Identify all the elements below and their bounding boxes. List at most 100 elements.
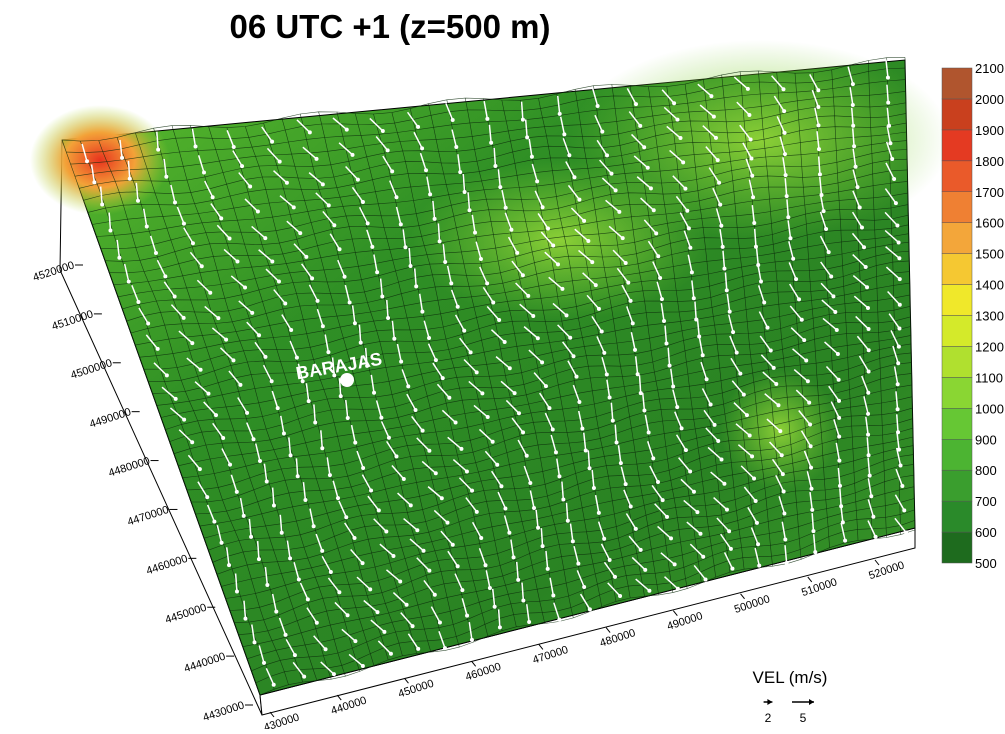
wind-arrow: [395, 206, 402, 225]
wind-arrow-head: [503, 205, 508, 210]
wind-arrow: [254, 341, 267, 358]
wind-arrow-head: [499, 484, 504, 489]
wind-arrow: [221, 448, 231, 465]
wind-arrow-head: [275, 406, 280, 411]
wind-arrow: [432, 200, 436, 219]
wind-arrow-head: [526, 293, 531, 298]
wind-arrow: [894, 494, 905, 511]
wind-arrow: [493, 147, 497, 166]
wind-arrow: [789, 283, 800, 300]
wind-arrow-head: [310, 276, 315, 281]
wind-arrow: [447, 550, 459, 567]
wind-arrow: [418, 293, 424, 312]
wind-arrow-head: [610, 418, 615, 423]
wind-arrow-head: [479, 536, 484, 541]
wind-arrow-head: [560, 286, 565, 291]
wind-arrow: [674, 411, 683, 429]
wind-arrow-head: [320, 548, 325, 553]
wind-arrow-head: [487, 585, 492, 590]
wind-arrow: [178, 429, 193, 443]
wind-arrow: [364, 347, 368, 366]
wind-arrow-head: [853, 164, 858, 169]
wind-arrow: [865, 416, 869, 435]
wind-arrow: [666, 125, 681, 139]
wind-arrow: [739, 124, 752, 140]
wind-arrow: [822, 317, 838, 331]
wind-arrow-head: [335, 496, 340, 501]
wind-arrow-head: [365, 363, 370, 368]
wind-arrow-head: [382, 629, 387, 634]
wind-arrow: [142, 208, 148, 227]
wind-arrow-head: [686, 226, 691, 231]
wind-arrow: [757, 263, 762, 282]
wind-arrow: [556, 458, 561, 477]
wind-arrow-head: [738, 371, 743, 376]
wind-arrow: [279, 514, 283, 533]
legend-label: 2: [765, 711, 772, 725]
wind-arrow-head: [612, 574, 617, 579]
wind-arrow-head: [502, 339, 507, 344]
wind-arrow-head: [292, 653, 297, 658]
wind-arrow-head: [455, 564, 460, 569]
colorbar-bin: [941, 284, 973, 316]
wind-arrow: [764, 393, 779, 406]
wind-arrow-head: [219, 216, 224, 221]
wind-arrow-head: [440, 376, 445, 381]
wind-arrow-head: [279, 530, 284, 535]
wind-arrow-head: [288, 556, 293, 561]
wind-arrow: [271, 390, 279, 409]
wind-arrow-head: [659, 297, 664, 302]
wind-arrow: [630, 332, 636, 350]
wind-arrow: [651, 485, 664, 501]
wind-arrow: [852, 190, 861, 208]
wind-arrow-head: [520, 273, 525, 278]
wind-arrow: [351, 186, 364, 203]
wind-arrow: [683, 230, 692, 249]
wind-arrow: [679, 212, 690, 229]
y-tick-label: 4480000: [107, 455, 151, 480]
wind-arrow-head: [808, 444, 813, 449]
wind-arrow: [689, 543, 704, 558]
wind-arrow-head: [298, 231, 303, 236]
wind-arrow: [324, 334, 330, 353]
wind-arrow-head: [664, 341, 669, 346]
wind-arrow-head: [249, 534, 254, 539]
wind-arrow-head: [895, 382, 900, 387]
wind-arrow-head: [190, 440, 195, 445]
wind-arrow-head: [633, 102, 638, 107]
wind-arrow-head: [345, 415, 350, 420]
wind-arrow-head: [398, 222, 403, 227]
wind-arrow: [356, 450, 364, 469]
wind-arrow-head: [245, 410, 250, 415]
wind-arrow: [788, 241, 794, 259]
wind-arrow-head: [866, 327, 871, 332]
wind-arrow: [601, 356, 608, 375]
wind-arrow: [344, 284, 351, 303]
wind-arrow: [729, 335, 738, 353]
wind-arrow: [886, 125, 892, 144]
wind-arrow: [819, 235, 830, 253]
wind-arrow: [441, 409, 457, 424]
mesh-line: [259, 529, 916, 696]
wind-arrow: [483, 101, 489, 120]
wind-arrow-head: [623, 260, 628, 265]
wind-arrow: [705, 427, 719, 442]
wind-arrow-head: [390, 169, 395, 174]
wind-arrow: [295, 458, 299, 477]
wind-arrow: [497, 491, 507, 509]
wind-arrow: [722, 250, 726, 269]
wind-arrow-head: [190, 341, 195, 346]
mesh-line: [165, 306, 911, 430]
wind-arrow-head: [722, 481, 727, 486]
colorbar-bin: [941, 469, 973, 502]
wind-arrow-head: [669, 536, 674, 541]
wind-arrow: [737, 444, 753, 457]
wind-arrow-head: [263, 236, 268, 241]
wind-arrow: [733, 76, 749, 90]
colorbar-label: 1000: [975, 401, 1004, 416]
wind-arrow-head: [360, 199, 365, 204]
wind-arrow: [863, 396, 869, 415]
wind-arrow: [693, 564, 707, 580]
wind-arrow-head: [783, 173, 788, 178]
wind-arrow: [358, 324, 362, 343]
